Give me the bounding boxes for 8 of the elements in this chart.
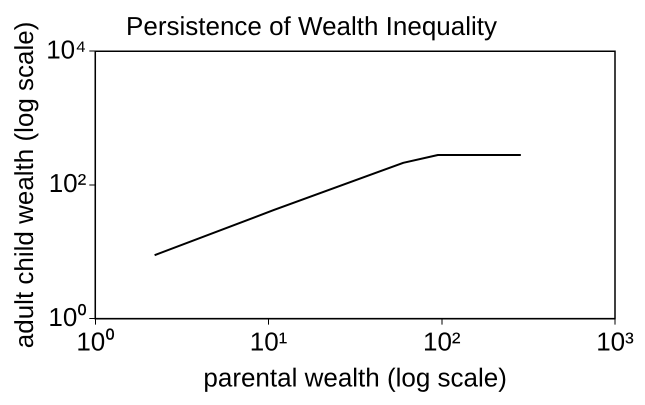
x-axis-title: parental wealth (log scale) xyxy=(203,362,507,393)
y-tick-label: 10⁴ xyxy=(46,34,86,64)
y-tick-label: 10² xyxy=(48,168,87,198)
x-tick-label: 10² xyxy=(422,326,461,356)
x-tick-label: 10¹ xyxy=(250,326,288,356)
y-axis-title: adult child wealth (log scale) xyxy=(8,22,39,348)
chart-title: Persistence of Wealth Inequality xyxy=(126,10,497,41)
x-tick-label: 10³ xyxy=(596,326,634,356)
